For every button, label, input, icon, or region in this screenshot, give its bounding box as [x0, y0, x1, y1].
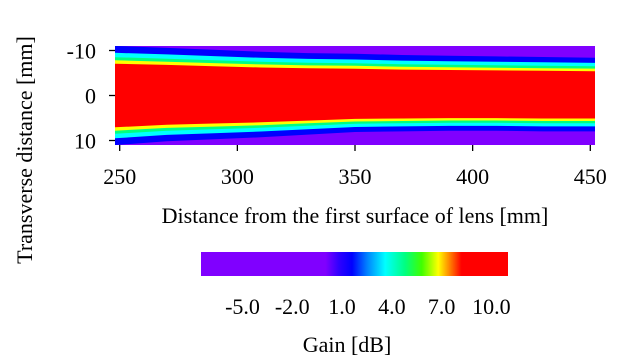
x-tick-label: 450 [574, 164, 607, 189]
heatmap-plot-area [115, 46, 595, 145]
colorbar-tick-label: 1.0 [328, 294, 356, 319]
x-tick-label: 400 [456, 164, 489, 189]
colorbar [201, 252, 508, 276]
colorbar-tick-label: 4.0 [378, 294, 406, 319]
colorbar-tick-label: -5.0 [225, 294, 260, 319]
x-tick-label: 300 [221, 164, 254, 189]
colorbar-tick-label: -2.0 [275, 294, 310, 319]
colorbar-tick-label: 7.0 [428, 294, 456, 319]
y-axis-label: Transverse distance [mm] [12, 36, 37, 264]
x-axis-ticks: 250 300 350 400 450 [103, 145, 607, 189]
y-tick-label: 10 [74, 129, 96, 154]
x-tick-label: 350 [339, 164, 372, 189]
colorbar-tick-label: 10.0 [472, 294, 511, 319]
y-tick-label: 0 [85, 84, 96, 109]
x-tick-label: 250 [103, 164, 136, 189]
y-axis-ticks: -10 0 10 [67, 39, 115, 154]
y-tick-label: -10 [67, 39, 96, 64]
colorbar-label: Gain [dB] [303, 332, 392, 357]
beam-bands [115, 46, 595, 145]
x-axis-label: Distance from the first surface of lens … [162, 203, 549, 228]
colorbar-ticks: -5.0 -2.0 1.0 4.0 7.0 10.0 [225, 294, 511, 319]
band-red-core [115, 63, 595, 128]
